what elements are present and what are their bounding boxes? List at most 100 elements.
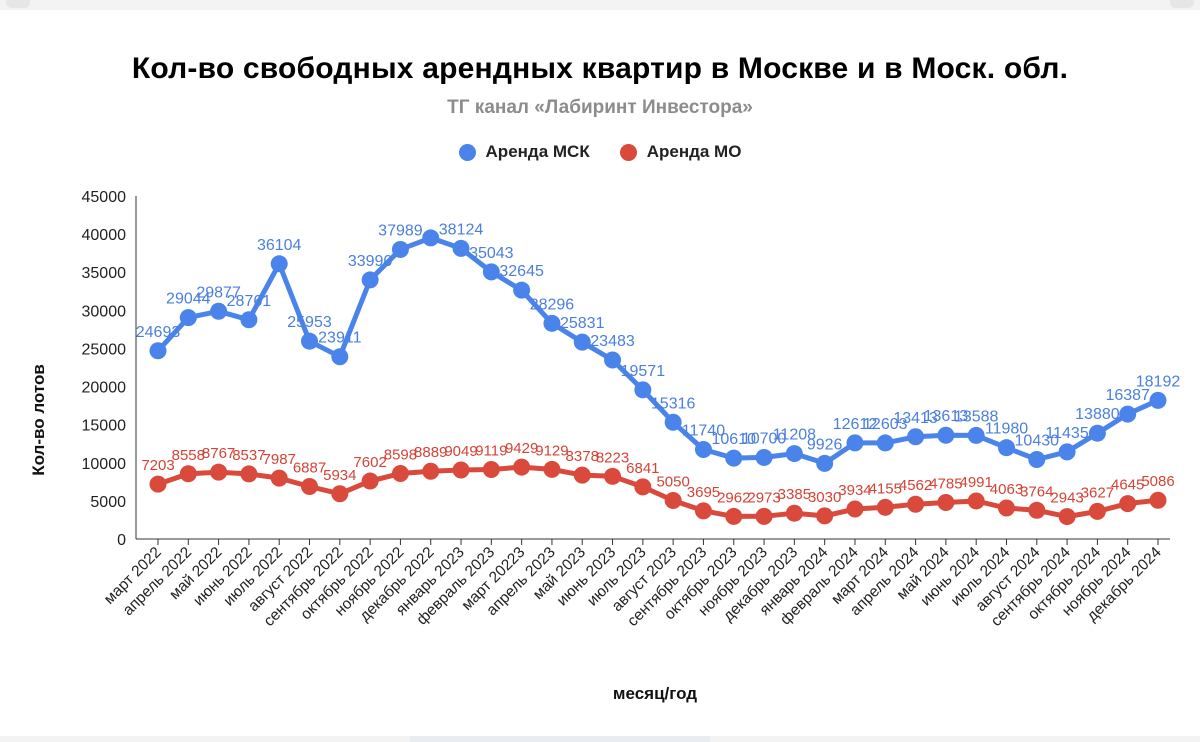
point-mo [452,461,470,479]
point-msk [937,426,955,444]
data-label-mo: 4785 [929,476,962,493]
point-mo [785,504,803,522]
data-label-mo: 4063 [990,481,1023,498]
data-label-mo: 4562 [899,477,932,494]
data-label-msk: 15316 [651,395,696,412]
data-label-mo: 9119 [475,442,507,459]
point-mo [907,495,925,513]
legend-label-mo: Аренда МО [646,142,742,161]
data-label-msk: 11208 [773,427,816,444]
y-tick-label: 30000 [82,303,127,320]
data-label-msk: 16387 [1105,387,1150,404]
point-msk [1088,424,1106,442]
point-msk [422,229,440,247]
point-mo [846,500,864,518]
data-label-mo: 8558 [172,447,205,464]
point-msk [1119,405,1137,423]
point-mo [1119,495,1137,513]
point-msk [634,381,652,399]
point-msk [452,239,470,257]
point-mo [816,507,834,525]
point-mo [361,472,379,490]
data-label-mo: 4991 [959,474,992,491]
data-label-msk: 11980 [985,421,1028,438]
point-mo [967,492,985,510]
point-msk [331,348,349,366]
data-label-mo: 8598 [384,446,417,463]
data-label-mo: 9049 [444,443,477,460]
data-label-msk: 29044 [166,291,211,308]
data-label-msk: 37989 [378,222,423,239]
y-axis-title: Кол-во лотов [29,364,48,476]
y-tick-label: 25000 [82,341,127,358]
data-label-msk: 28761 [227,293,272,310]
point-mo [331,485,349,503]
data-label-msk: 24693 [136,324,181,341]
point-msk [240,311,258,329]
top-left-corner [6,0,30,8]
legend-label-msk: Аренда МСК [485,142,590,161]
point-mo [694,502,712,520]
data-label-msk: 23911 [318,330,361,347]
point-msk [573,333,591,351]
y-tick-label: 20000 [82,380,127,397]
data-label-msk: 36104 [257,237,302,254]
point-msk [1028,451,1046,469]
legend-item-mo: Аренда МО [619,142,742,162]
y-axis-ticks: 0 5000 10000 15000 20000 25000 30000 35000 40000… [82,189,127,549]
data-label-msk: 12612 [833,416,878,433]
point-msk [907,428,925,446]
data-label-mo: 5934 [323,467,356,484]
chart-title: Кол-во свободных арендных квартир в Моск… [131,52,1069,85]
data-label-msk: 13880 [1075,406,1120,423]
point-msk [816,454,834,472]
data-label-msk: 10610 [712,431,757,448]
data-label-mo: 6887 [293,460,326,477]
point-mo [937,494,955,512]
point-mo [422,462,440,480]
data-label-msk: 9926 [807,436,843,453]
point-msk [694,441,712,459]
data-label-mo: 9129 [535,442,568,459]
x-axis-title: месяц/год [613,684,697,703]
point-msk [361,271,379,289]
legend-marker-msk [458,143,476,161]
point-mo [604,467,622,485]
point-msk [604,351,622,369]
point-mo [240,465,258,483]
data-label-msk: 13413 [893,410,938,427]
point-msk [967,426,985,444]
point-mo [634,478,652,496]
data-label-mo: 7987 [263,451,296,468]
data-label-mo: 2943 [1050,490,1083,507]
data-label-msk: 19571 [621,363,666,380]
data-label-mo: 8889 [414,444,447,461]
series-line-msk [156,235,1160,466]
data-label-mo: 7203 [141,457,174,474]
legend-marker-mo [619,143,637,161]
data-label-msk: 18192 [1136,373,1181,390]
point-mo [543,460,561,478]
data-label-msk: 11435 [1045,425,1088,442]
series-line-mo [157,464,1159,520]
point-mo [210,463,228,481]
legend-item-msk: Аренда МСК [458,142,590,162]
data-label-mo: 5050 [656,474,689,491]
point-mo [573,466,591,484]
point-mo [1028,501,1046,519]
point-msk [1058,443,1076,461]
chart-subtitle: ТГ канал «Лабиринт Инвестора» [447,97,753,118]
point-msk [301,332,319,350]
data-label-mo: 9429 [505,440,538,457]
data-label-mo: 8767 [202,445,235,462]
data-label-msk: 33990 [348,253,393,270]
y-tick-label: 10000 [82,456,127,473]
data-label-msk: 28296 [530,296,575,313]
point-msk [149,342,167,360]
point-msk [543,314,561,332]
point-mo [1149,491,1167,509]
data-label-msk: 10700 [742,430,787,447]
